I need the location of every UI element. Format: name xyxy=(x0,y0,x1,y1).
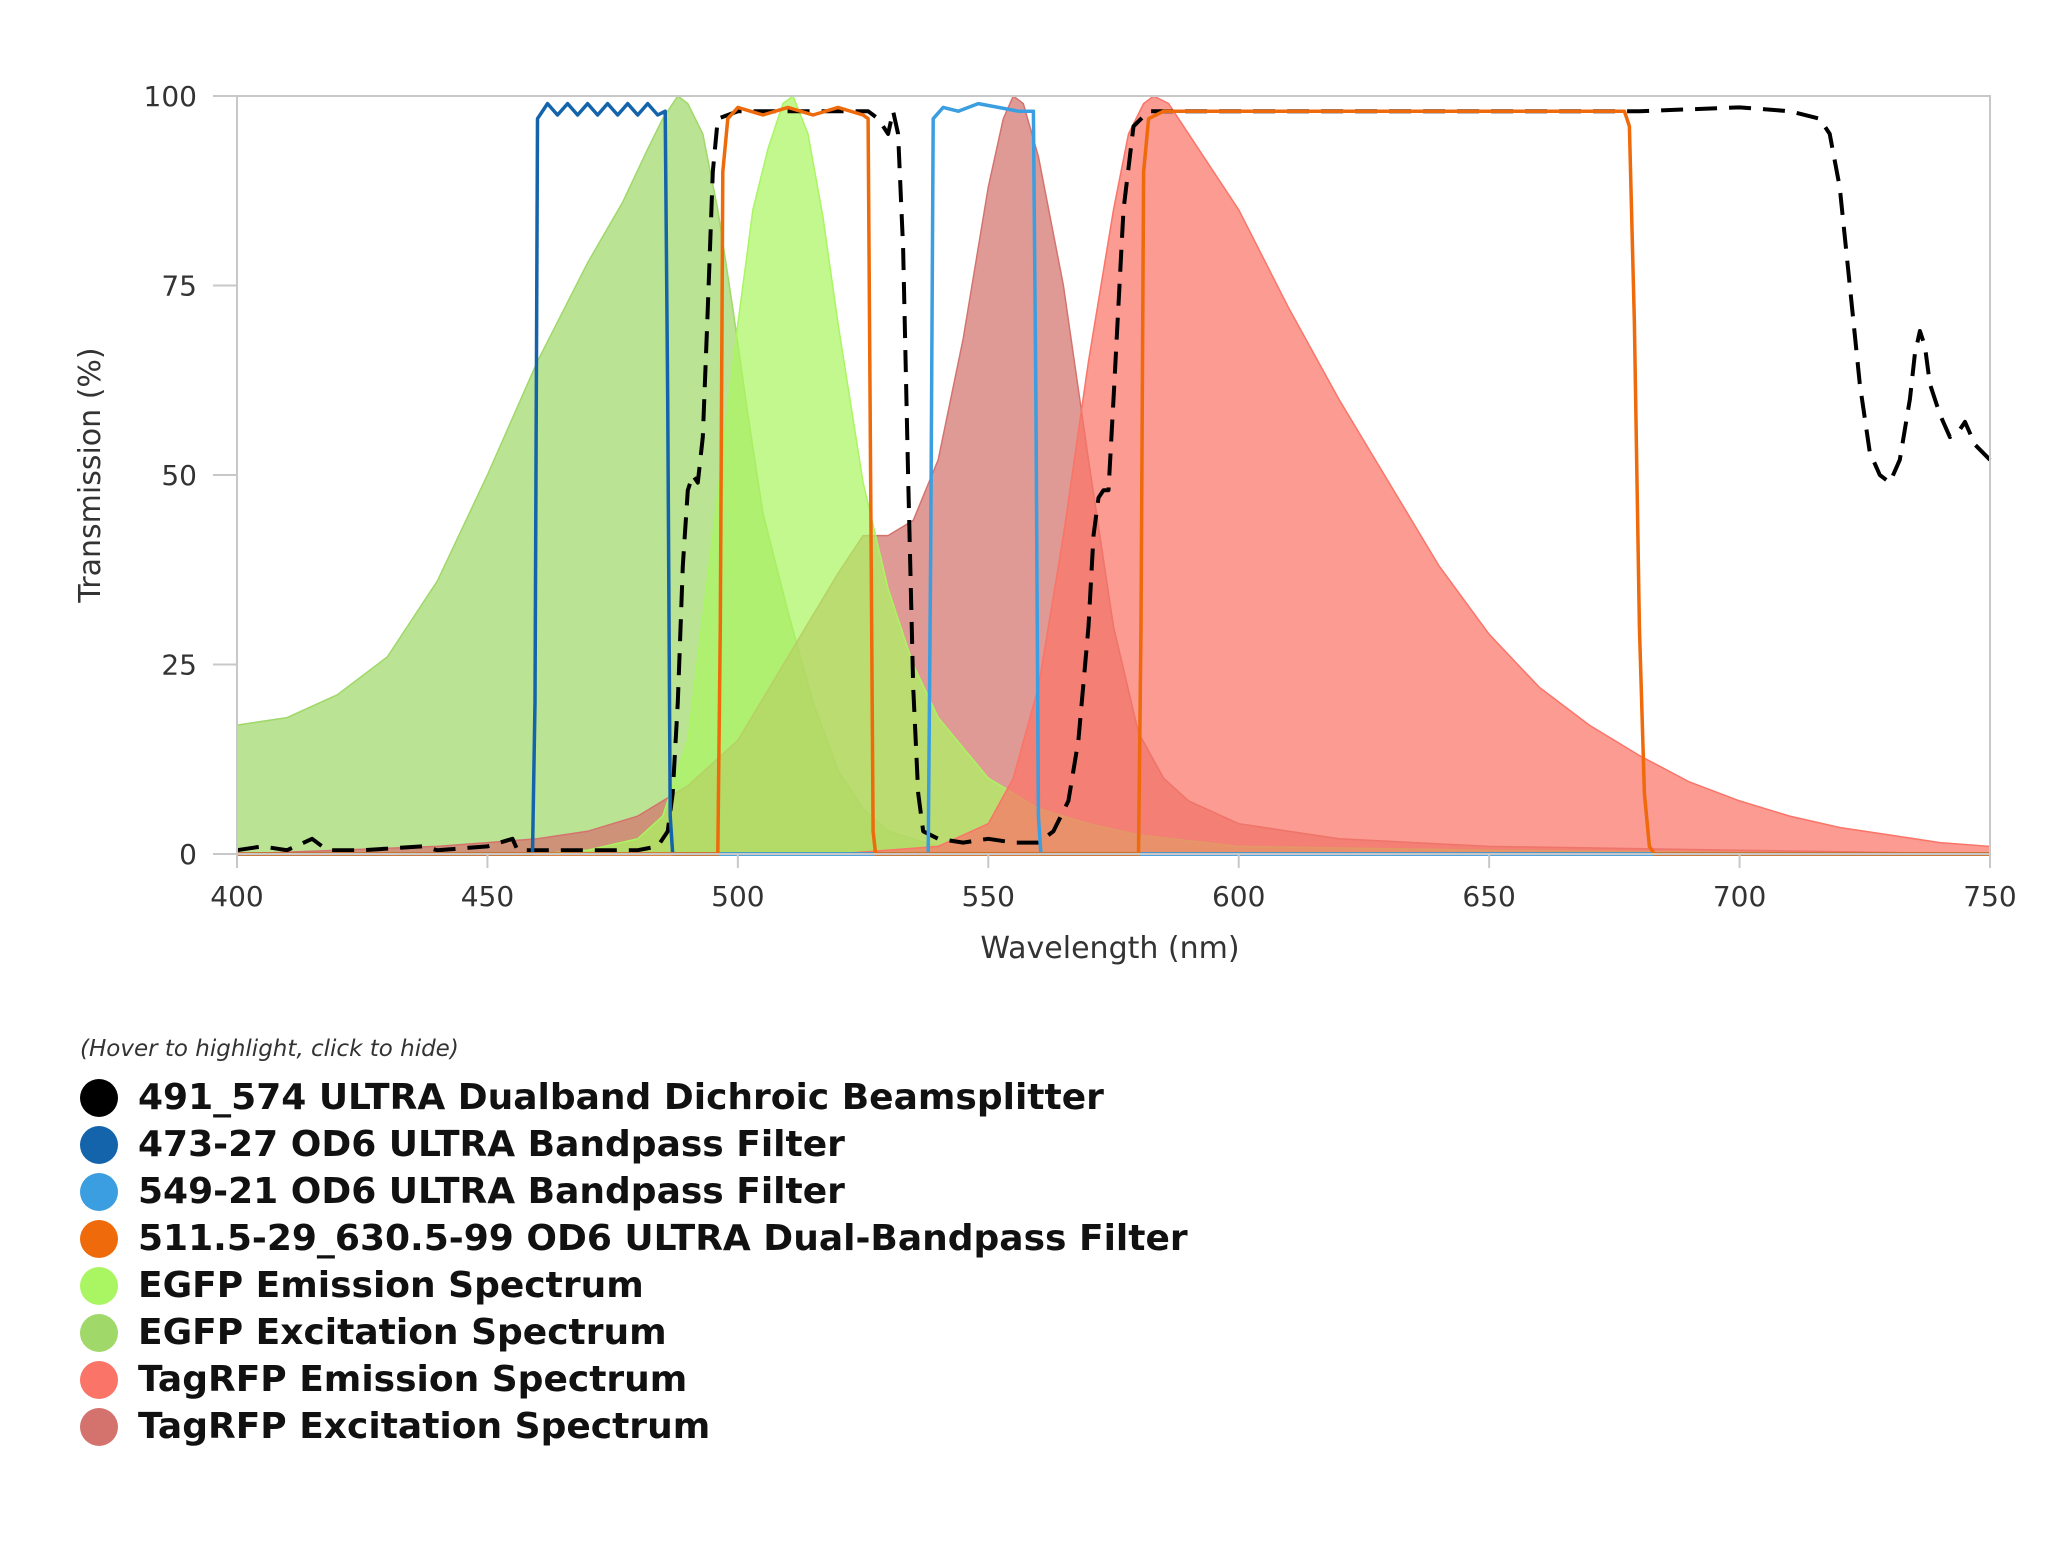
legend-item-egfp-emission-spectrum[interactable]: EGFP Emission Spectrum xyxy=(80,1262,1480,1309)
x-tick-label: 450 xyxy=(461,880,514,913)
x-tick-label: 700 xyxy=(1713,880,1766,913)
legend: (Hover to highlight, click to hide) 491_… xyxy=(80,1036,1480,1450)
y-tick-label: 100 xyxy=(144,80,197,113)
legend-item-473-27-od6-ultra-bandpass-filter[interactable]: 473-27 OD6 ULTRA Bandpass Filter xyxy=(80,1121,1480,1168)
legend-label: 473-27 OD6 ULTRA Bandpass Filter xyxy=(138,1124,845,1165)
y-axis-title: Transmission (%) xyxy=(73,347,108,603)
legend-swatch-icon xyxy=(80,1313,118,1352)
x-tick-label: 400 xyxy=(210,880,263,913)
x-axis-title: Wavelength (nm) xyxy=(980,931,1239,966)
legend-item-tagrfp-excitation-spectrum[interactable]: TagRFP Excitation Spectrum xyxy=(80,1403,1480,1450)
series-line-491-574-ultra-dualband-dichroic-beamsplitter[interactable] xyxy=(236,105,1992,853)
x-tick-label: 750 xyxy=(1963,880,2016,913)
x-tick-label: 600 xyxy=(1212,880,1265,913)
y-tick-label: 75 xyxy=(161,270,197,303)
x-tick-label: 650 xyxy=(1462,880,1515,913)
x-tick-label: 550 xyxy=(962,880,1015,913)
y-tick-label: 25 xyxy=(161,649,197,682)
legend-swatch-icon xyxy=(80,1407,118,1446)
legend-label: 511.5-29_630.5-99 OD6 ULTRA Dual-Bandpas… xyxy=(138,1218,1188,1259)
spectra-chart: 0 25 50 75 100 400 450 500 550 600 650 700 750 Wavel… xyxy=(73,80,2017,966)
y-tick-label: 50 xyxy=(161,459,197,492)
legend-swatch-icon xyxy=(80,1125,118,1164)
legend-label: EGFP Emission Spectrum xyxy=(138,1265,644,1306)
legend-swatch-icon xyxy=(80,1219,118,1258)
legend-label: EGFP Excitation Spectrum xyxy=(138,1312,667,1353)
legend-item-549-21-od6-ultra-bandpass-filter[interactable]: 549-21 OD6 ULTRA Bandpass Filter xyxy=(80,1168,1480,1215)
legend-item-511-5-29-630-5-99-od6-ultra-dual-bandpass-filter[interactable]: 511.5-29_630.5-99 OD6 ULTRA Dual-Bandpas… xyxy=(80,1215,1480,1262)
series-line-549-21-od6-ultra-bandpass-filter[interactable] xyxy=(237,101,1990,856)
legend-item-491-574-ultra-dualband-dichroic-beamsplitter[interactable]: 491_574 ULTRA Dualband Dichroic Beamspli… xyxy=(80,1074,1480,1121)
series-line-511-5-29-630-5-99-od6-ultra-dual-bandpass-filter[interactable] xyxy=(237,105,1990,856)
legend-item-egfp-excitation-spectrum[interactable]: EGFP Excitation Spectrum xyxy=(80,1309,1480,1356)
area-series-layer xyxy=(236,94,1991,855)
line-series-layer xyxy=(236,101,1992,856)
axes-layer: 0 25 50 75 100 400 450 500 550 600 650 700 750 xyxy=(144,80,2017,913)
legend-hint: (Hover to highlight, click to hide) xyxy=(80,1036,459,1062)
series-line-473-27-od6-ultra-bandpass-filter[interactable] xyxy=(237,101,1990,856)
legend-item-tagrfp-emission-spectrum[interactable]: TagRFP Emission Spectrum xyxy=(80,1356,1480,1403)
legend-label: TagRFP Emission Spectrum xyxy=(138,1359,688,1400)
legend-swatch-icon xyxy=(80,1078,118,1117)
legend-label: 491_574 ULTRA Dualband Dichroic Beamspli… xyxy=(138,1077,1104,1118)
x-tick-label: 500 xyxy=(711,880,764,913)
legend-swatch-icon xyxy=(80,1360,118,1399)
legend-items: 491_574 ULTRA Dualband Dichroic Beamspli… xyxy=(80,1074,1480,1450)
legend-label: 549-21 OD6 ULTRA Bandpass Filter xyxy=(138,1171,845,1212)
series-area-tagrfp-emission-spectrum[interactable] xyxy=(237,95,1991,855)
legend-swatch-icon xyxy=(80,1266,118,1305)
legend-label: TagRFP Excitation Spectrum xyxy=(138,1406,711,1447)
legend-swatch-icon xyxy=(80,1172,118,1211)
y-tick-label: 0 xyxy=(179,838,197,871)
